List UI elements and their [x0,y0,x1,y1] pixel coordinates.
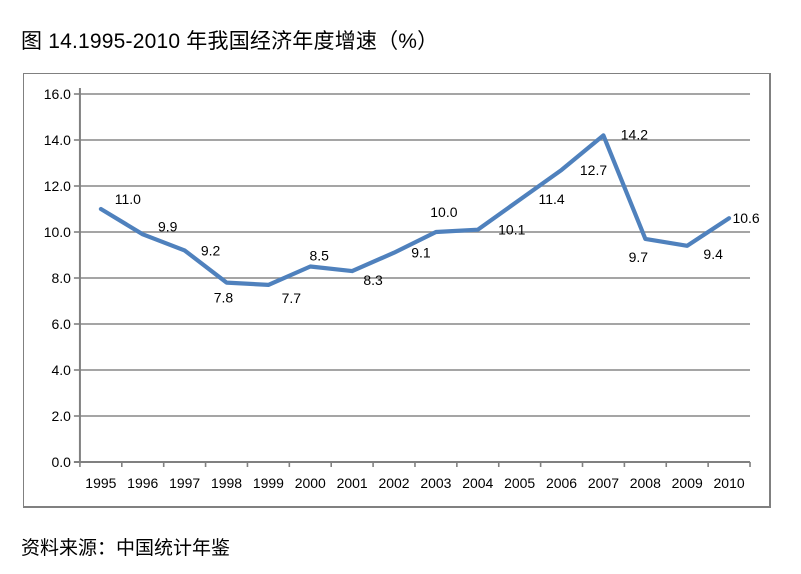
x-axis-tick-label: 1996 [127,475,158,491]
x-axis-tick-label: 2004 [462,475,493,491]
data-label: 11.0 [115,191,141,207]
y-axis-labels: 0.0 2.0 4.0 6.0 8.0 10.0 12.0 14.0 16.0 [44,86,71,470]
data-label: 10.0 [430,204,457,220]
y-axis [73,88,81,463]
y-axis-tick-label: 10.0 [44,224,71,240]
x-axis-tick-label: 2001 [337,475,368,491]
y-axis-tick-label: 8.0 [51,270,71,286]
x-axis-tick-label: 1997 [169,475,200,491]
y-axis-tick-label: 6.0 [51,316,71,332]
x-axis-tick-label: 2003 [420,475,451,491]
data-label: 9.9 [158,218,178,234]
x-axis-tick-label: 2009 [672,475,703,491]
data-label: 10.6 [732,210,759,226]
x-axis-tick-label: 1999 [253,475,284,491]
y-axis-tick-label: 12.0 [44,178,71,194]
data-label: 10.1 [498,222,525,238]
data-label: 7.7 [282,290,302,306]
y-axis-tick-label: 2.0 [51,408,71,424]
data-label: 9.7 [629,249,649,265]
data-label: 9.4 [703,246,723,262]
data-label: 12.7 [580,162,607,178]
series-line [98,133,732,287]
series-polyline [98,133,732,287]
x-axis-tick-label: 2002 [378,475,409,491]
y-axis-tick-label: 0.0 [51,454,71,470]
chart-title: 图 14.1995-2010 年我国经济年度增速（%） [21,30,439,53]
x-axis [73,461,751,467]
data-label: 7.8 [214,290,234,306]
data-label: 11.4 [539,191,565,207]
x-axis-tick-label: 2010 [714,475,745,491]
x-axis-tick-label: 1998 [211,475,242,491]
data-label: 8.3 [363,272,383,288]
line-chart: 0.0 2.0 4.0 6.0 8.0 10.0 12.0 14.0 16.0 1995 1996… [44,86,760,491]
y-axis-tick-label: 14.0 [44,132,71,148]
x-axis-tick-label: 2007 [588,475,619,491]
data-label: 9.2 [201,242,221,258]
data-label: 14.2 [621,126,648,142]
chart-frame: 0.0 2.0 4.0 6.0 8.0 10.0 12.0 14.0 16.0 1995 1996… [23,73,771,508]
x-axis-labels: 1995 1996 1997 1998 1999 2000 2001 2002 2003 2004… [85,475,745,491]
x-axis-tick-label: 2005 [504,475,535,491]
gridlines [79,93,751,417]
data-label: 8.5 [310,247,330,263]
y-axis-tick-label: 4.0 [51,362,71,378]
x-axis-tick-label: 1995 [85,475,116,491]
data-labels: 11.0 9.9 9.2 7.8 7.7 8.5 8.3 9.1 10.0 10.1 11.4 12.… [115,126,760,306]
x-axis-tick-label: 2006 [546,475,577,491]
source-note: 资料来源：中国统计年鉴 [21,538,231,559]
x-axis-tick-label: 2000 [295,475,326,491]
y-axis-tick-label: 16.0 [44,86,71,102]
data-label: 9.1 [411,245,431,261]
x-axis-tick-label: 2008 [630,475,661,491]
